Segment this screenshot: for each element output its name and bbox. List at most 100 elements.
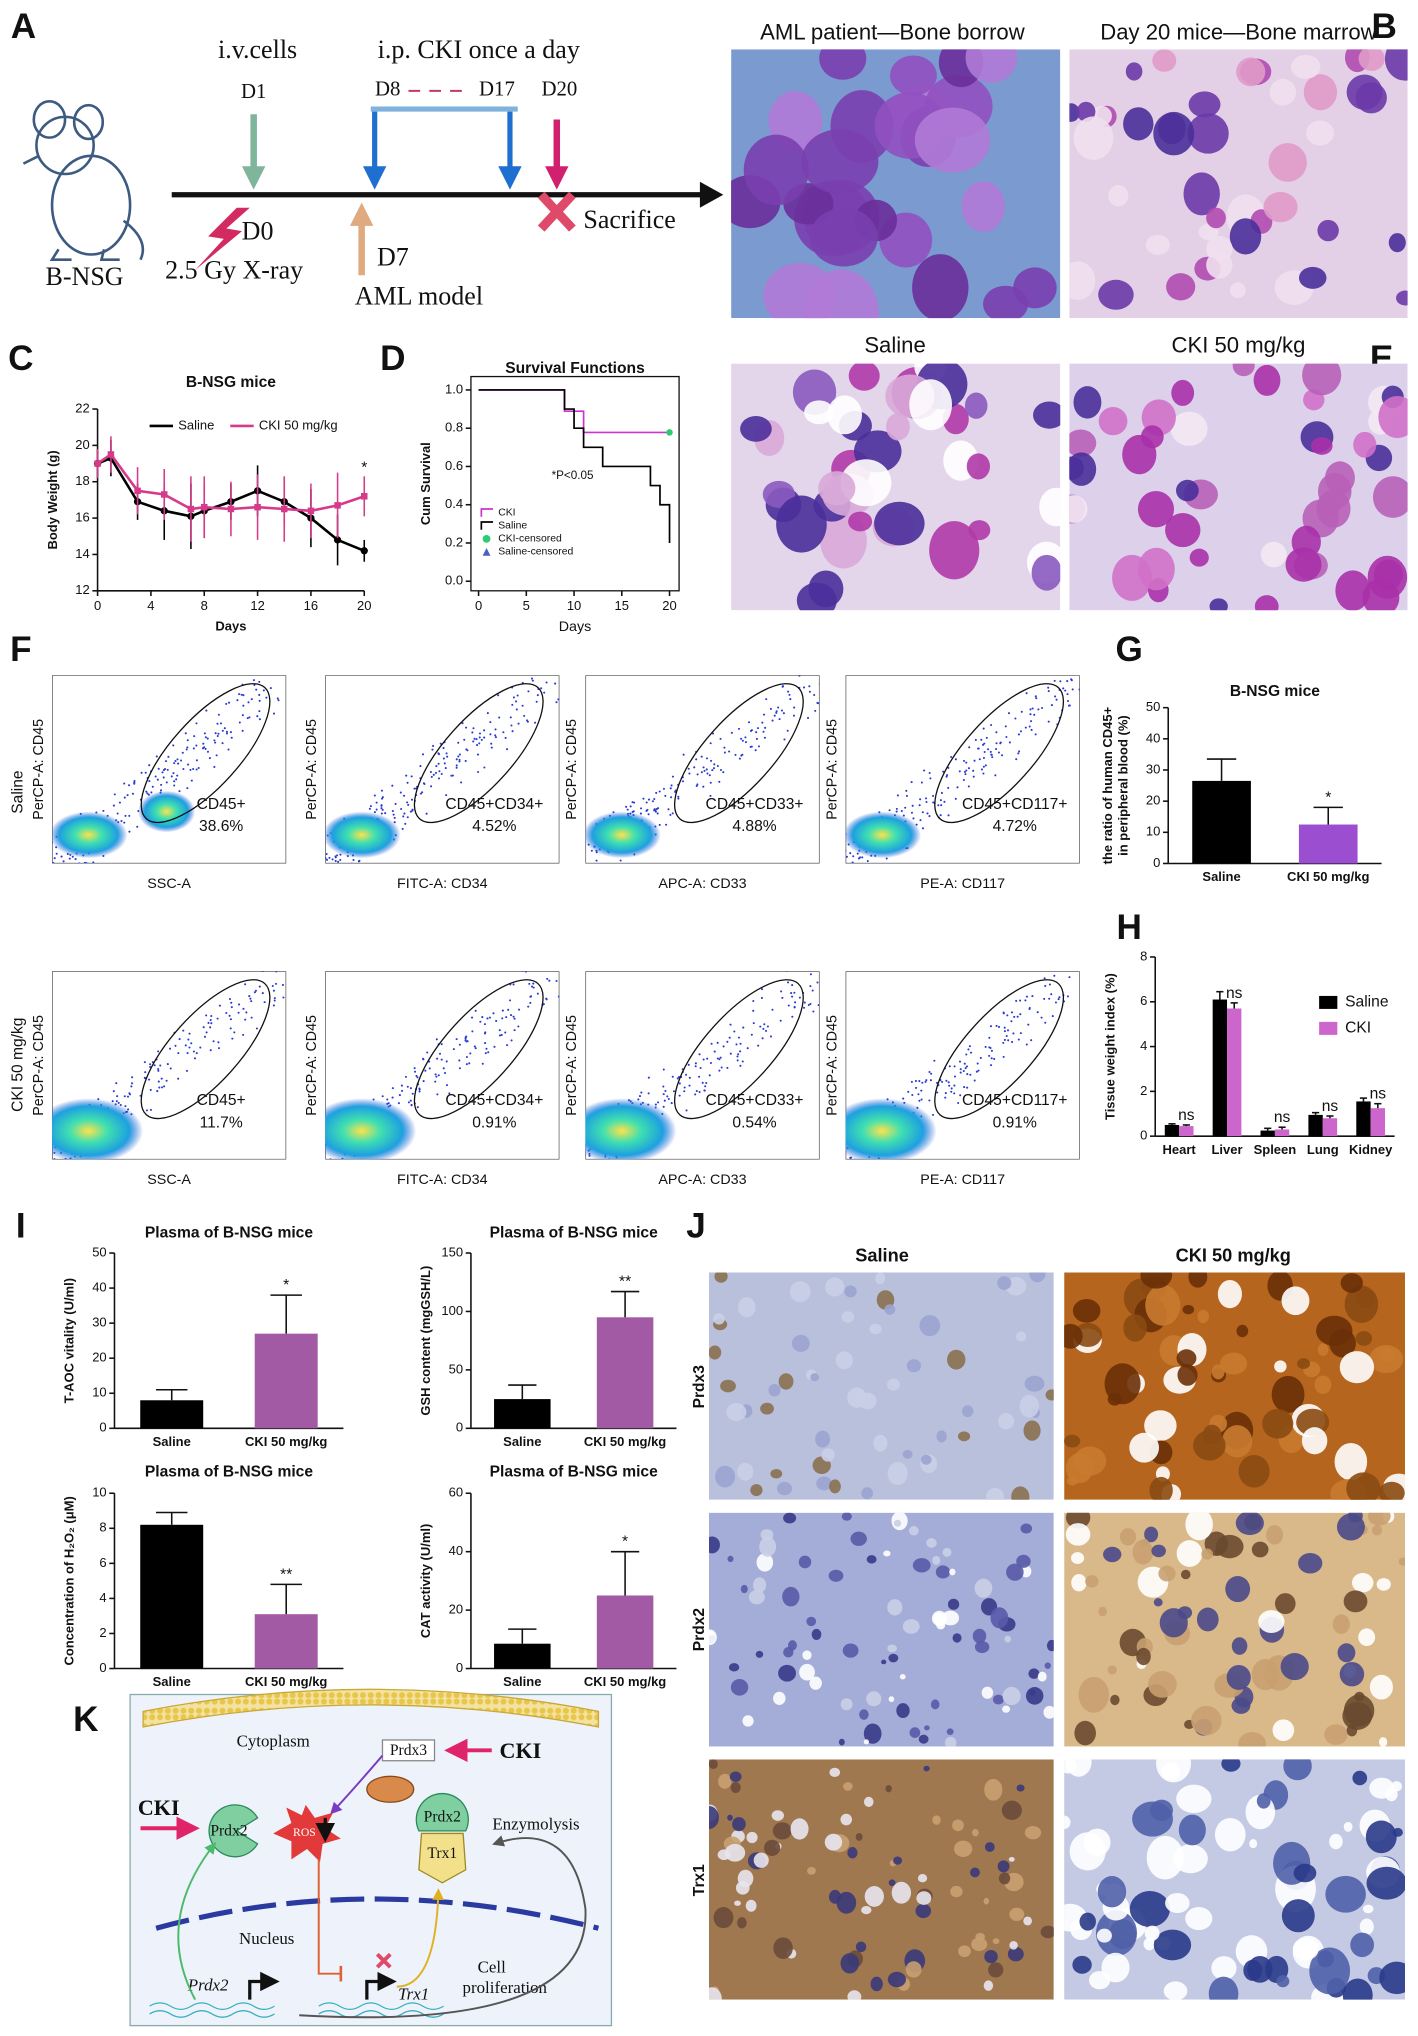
event-dot [980, 768, 983, 771]
event-dot [698, 1075, 701, 1078]
x-tick-label: Heart [1163, 1142, 1197, 1157]
event-dot [1067, 704, 1071, 707]
event-dot [157, 1069, 160, 1072]
event-dot [750, 745, 753, 748]
event-dot [726, 1040, 729, 1043]
event-dot [669, 813, 672, 816]
x-axis-label: SSC-A [147, 1172, 191, 1188]
event-dot [786, 729, 789, 732]
cell [1211, 1956, 1237, 1981]
event-dot [162, 769, 165, 772]
event-dot [929, 777, 932, 780]
micrograph [731, 363, 1061, 611]
y-tick-label: 60 [449, 1485, 463, 1500]
cell [1388, 233, 1406, 253]
cell [1020, 1523, 1033, 1534]
event-dot [400, 1084, 403, 1087]
event-dot [255, 688, 258, 691]
cell [864, 1886, 884, 1907]
event-dot [484, 1031, 487, 1034]
event-dot [1019, 1013, 1022, 1016]
event-dot [381, 808, 384, 811]
cell [840, 1953, 860, 1974]
cell [709, 1536, 720, 1554]
y-tick-label: 150 [441, 1244, 463, 1259]
event-dot [945, 774, 949, 777]
cell [809, 207, 878, 267]
cell [1149, 1476, 1173, 1500]
event-dot [250, 1000, 253, 1003]
event-dot [851, 861, 854, 864]
event-dot [155, 755, 158, 758]
event-dot [178, 790, 181, 793]
cell [905, 1961, 922, 1978]
event-dot [271, 984, 274, 988]
event-dot [969, 1073, 972, 1076]
cell [1176, 1540, 1203, 1567]
cell [984, 1778, 1003, 1801]
event-dot [736, 1055, 739, 1058]
panel-k: Cytoplasm Prdx3 CKI CKI Prdx2 ROS Prdx2 … [129, 1688, 613, 2027]
event-dot [1070, 679, 1073, 682]
event-dot [219, 722, 223, 725]
event-dot [729, 1052, 732, 1055]
cell [811, 1628, 822, 1640]
cell [1253, 364, 1281, 396]
event-dot [667, 1097, 670, 1101]
event-dot [653, 809, 656, 812]
event-dot [845, 1146, 846, 1148]
cell [983, 1980, 994, 1991]
cell [1260, 541, 1287, 568]
cell [1153, 111, 1195, 156]
event-dot [402, 815, 405, 818]
cell [1188, 1272, 1208, 1288]
event-dot [757, 745, 760, 748]
event-dot [228, 998, 232, 1001]
event-dot [777, 706, 780, 709]
cell [930, 1699, 940, 1710]
event-dot [640, 1091, 643, 1094]
event-dot [809, 973, 812, 976]
event-dot [225, 730, 228, 733]
event-dot [123, 1095, 126, 1098]
event-dot [988, 1036, 991, 1039]
event-dot [262, 689, 265, 692]
event-dot [131, 1076, 134, 1079]
event-dot [1007, 1039, 1010, 1042]
event-dot [124, 814, 127, 817]
event-dot [415, 1074, 418, 1077]
event-dot [253, 683, 256, 687]
gate-percent: 4.88% [732, 818, 776, 835]
event-dot [325, 1138, 326, 1140]
event-dot [185, 1069, 189, 1072]
cell [1238, 1454, 1270, 1488]
event-dot [962, 1069, 965, 1073]
event-dot [176, 774, 179, 777]
event-dot [705, 1081, 708, 1085]
event-dot [1053, 679, 1056, 682]
event-dot [53, 1158, 56, 1160]
event-dot [490, 746, 493, 749]
event-dot [157, 1068, 160, 1071]
event-dot [215, 754, 218, 757]
event-dot [380, 789, 384, 792]
cell [1002, 1705, 1011, 1713]
cell [718, 1773, 732, 1789]
x-tick-label: 12 [250, 598, 264, 613]
cell [866, 1555, 877, 1564]
event-dot [181, 751, 184, 754]
event-dot [193, 735, 196, 738]
event-dot [48, 1163, 50, 1165]
micrograph [709, 1512, 1054, 1747]
event-dot [210, 1022, 213, 1025]
event-dot [1011, 1040, 1014, 1043]
event-dot [814, 669, 816, 671]
event-dot [435, 1075, 438, 1078]
cell [770, 1469, 783, 1479]
event-dot [910, 1080, 913, 1083]
event-dot [950, 1087, 953, 1090]
point [107, 451, 115, 458]
cell [1358, 1628, 1376, 1647]
event-dot [157, 767, 160, 770]
event-dot [258, 693, 261, 696]
